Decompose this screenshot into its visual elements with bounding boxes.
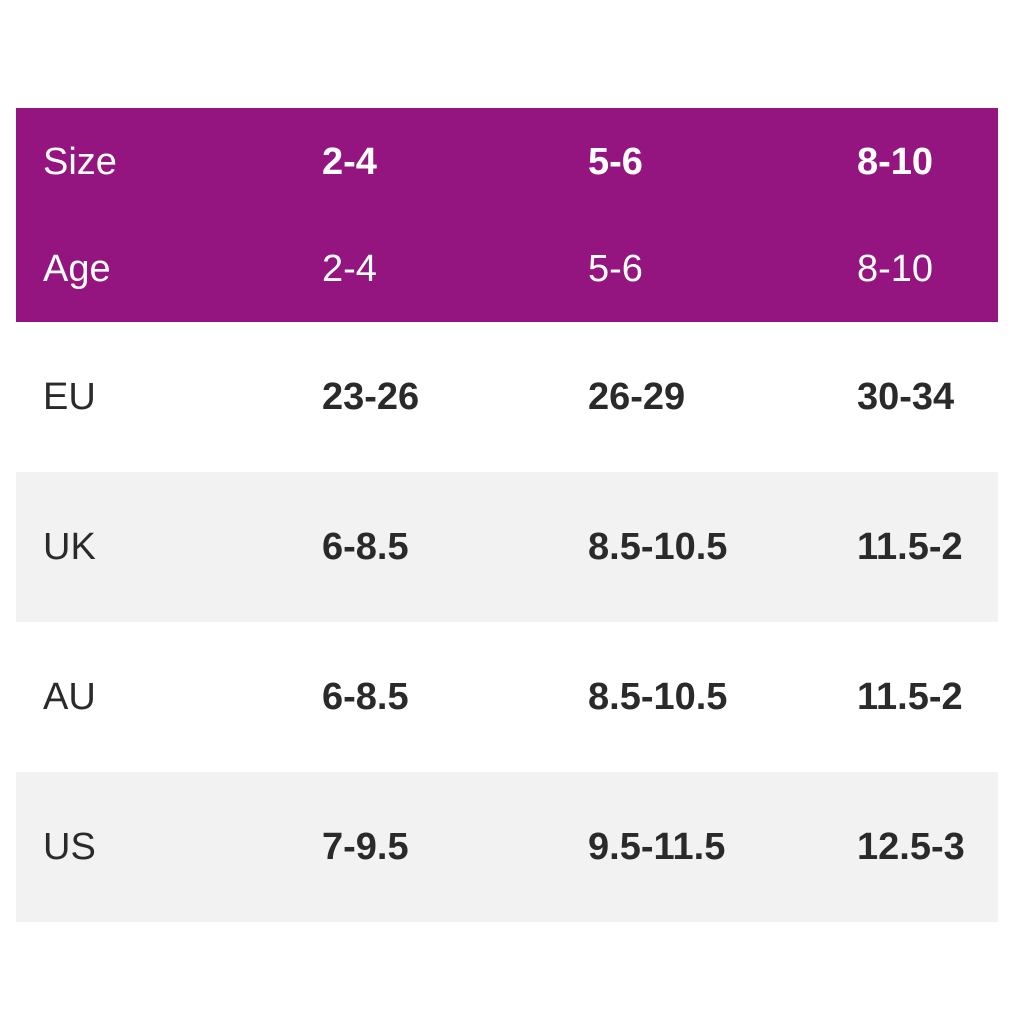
table-row-uk: UK 6-8.5 8.5-10.5 11.5-2 (16, 472, 998, 622)
table-row-eu: EU 23-26 26-29 30-34 (16, 322, 998, 472)
age-value-3: 8-10 (857, 247, 934, 290)
size-value-1: 2-4 (322, 140, 377, 183)
eu-value-2: 26-29 (588, 376, 686, 418)
uk-value-1: 6-8.5 (322, 526, 409, 568)
header-row-age: Age 2-4 5-6 8-10 (16, 215, 998, 322)
row-label-uk: UK (43, 526, 96, 568)
row-label-size: Size (43, 140, 117, 183)
uk-value-2: 8.5-10.5 (588, 526, 728, 568)
us-value-3: 12.5-3 (857, 826, 965, 868)
row-label-eu: EU (43, 376, 96, 418)
au-value-1: 6-8.5 (322, 676, 409, 718)
header-row-size: Size 2-4 5-6 8-10 (16, 108, 998, 215)
size-value-3: 8-10 (857, 140, 934, 183)
table-body: EU 23-26 26-29 30-34 UK 6-8.5 8.5-10.5 1… (16, 322, 998, 922)
au-value-3: 11.5-2 (857, 676, 963, 718)
us-value-2: 9.5-11.5 (588, 826, 726, 868)
eu-value-1: 23-26 (322, 376, 420, 418)
row-label-us: US (43, 826, 96, 868)
table-row-au: AU 6-8.5 8.5-10.5 11.5-2 (16, 622, 998, 772)
table-header: Size 2-4 5-6 8-10 Age 2-4 5-6 8-10 (16, 108, 998, 322)
table-row-us: US 7-9.5 9.5-11.5 12.5-3 (16, 772, 998, 922)
us-value-1: 7-9.5 (322, 826, 409, 868)
age-value-2: 5-6 (588, 247, 643, 290)
eu-value-3: 30-34 (857, 376, 955, 418)
age-value-1: 2-4 (322, 247, 377, 290)
size-chart-table: Size 2-4 5-6 8-10 Age 2-4 5-6 8-10 EU 23… (16, 108, 998, 922)
uk-value-3: 11.5-2 (857, 526, 963, 568)
au-value-2: 8.5-10.5 (588, 676, 728, 718)
row-label-au: AU (43, 676, 96, 718)
row-label-age: Age (43, 247, 111, 290)
size-value-2: 5-6 (588, 140, 643, 183)
